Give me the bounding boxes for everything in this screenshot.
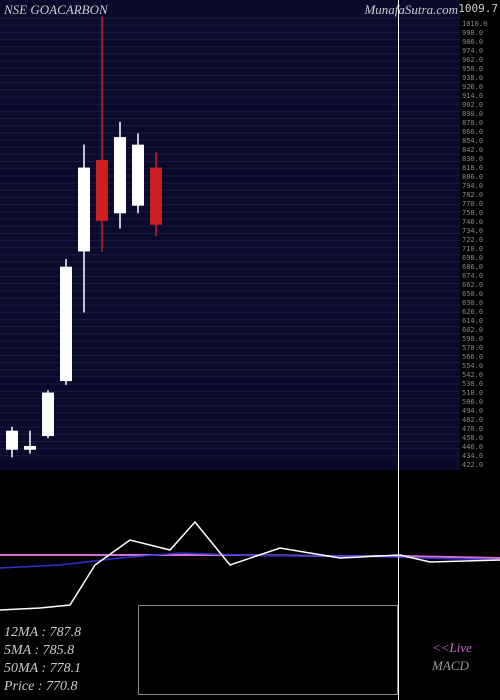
candlestick-chart (0, 0, 460, 470)
macd-label: MACD (432, 658, 469, 674)
chart-container: NSE GOACARBON MunafaSutra.com 1009.7 101… (0, 0, 500, 700)
stats-block: 12MA : 787.85MA : 785.850MA : 778.1Price… (4, 624, 81, 696)
y-axis-labels: 1010.0 998.0 986.0 974.0 962.0 950.0 938… (462, 20, 500, 470)
stat-line: 5MA : 785.8 (4, 642, 81, 660)
last-price-label: 1009.7 (458, 2, 498, 15)
stat-line: 12MA : 787.8 (4, 624, 81, 642)
live-label: <<Live (432, 640, 472, 656)
indicator-box (138, 605, 398, 695)
symbol-label: NSE GOACARBON (4, 2, 108, 18)
crosshair-vertical (398, 0, 399, 700)
price-panel[interactable] (0, 0, 460, 470)
stat-line: 50MA : 778.1 (4, 660, 81, 678)
stat-line: Price : 770.8 (4, 678, 81, 696)
source-label: MunafaSutra.com (364, 2, 458, 18)
